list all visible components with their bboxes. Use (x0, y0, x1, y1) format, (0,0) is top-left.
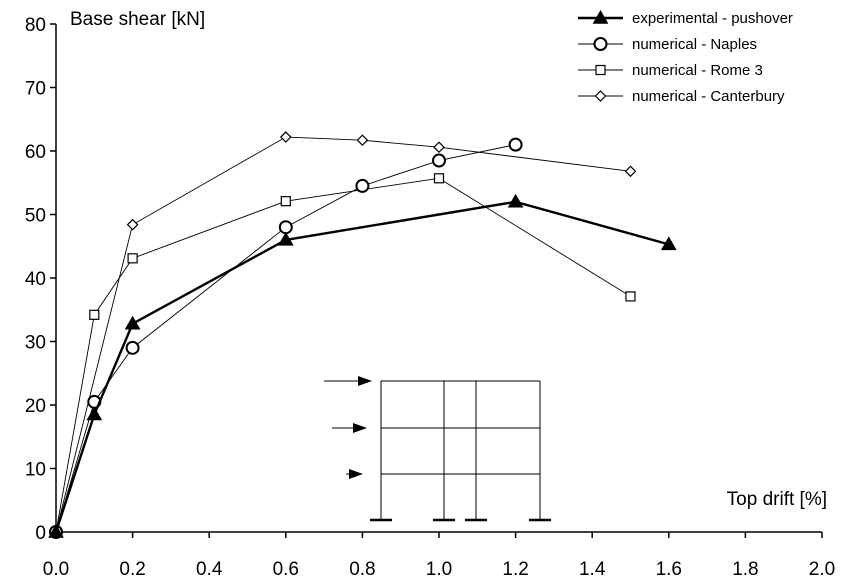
x-tick-label: 1.2 (502, 559, 528, 580)
y-tick-label: 60 (25, 142, 46, 163)
data-point-square (625, 291, 636, 302)
frame-inset (324, 376, 551, 522)
data-point-circle (278, 220, 293, 235)
data-point-diamond (356, 134, 369, 147)
data-point-circle (508, 137, 523, 152)
x-tick-label: 0.4 (196, 559, 223, 580)
data-point-triangle (86, 406, 103, 421)
data-point-square (89, 309, 100, 320)
legend-item: numerical - Rome 3 (578, 62, 763, 79)
legend-item: experimental - pushover (578, 9, 793, 27)
y-axis-label: Base shear [kN] (70, 9, 205, 30)
x-tick-label: 0.2 (119, 559, 145, 580)
series-line (55, 136, 631, 533)
data-point-triangle (592, 9, 609, 24)
series-numerical-rome-3 (50, 173, 636, 538)
x-tick-label: 0.0 (43, 559, 69, 580)
data-point-circle (355, 178, 370, 193)
data-point-square (433, 173, 445, 184)
y-tick-label: 20 (25, 396, 46, 417)
legend: experimental - pushover numerical - Naple… (578, 9, 793, 105)
legend-item: numerical - Canterbury (578, 88, 785, 105)
data-point-circle (593, 37, 608, 51)
y-tick-label: 80 (25, 15, 46, 36)
x-axis-label: Top drift [%] (727, 489, 827, 510)
series-line (55, 177, 631, 533)
data-point-triangle (277, 231, 294, 246)
y-tick-label: 40 (25, 269, 46, 290)
series-line (54, 200, 670, 533)
x-tick-label: 0.8 (349, 559, 375, 580)
data-point-triangle (124, 315, 141, 330)
data-point-circle (432, 153, 446, 168)
legend-label: numerical - Canterbury (632, 88, 785, 105)
legend-item: numerical - Naples (578, 36, 757, 53)
load-arrow-roof (324, 376, 372, 386)
x-tick-label: 1.8 (732, 559, 758, 580)
y-tick-label: 50 (25, 206, 46, 227)
y-tick-label: 0 (35, 523, 46, 544)
x-tick-label: 1.4 (579, 559, 606, 580)
series-experimental-pushover (48, 193, 677, 538)
y-ticks: 0 10 20 30 40 50 60 70 80 (25, 15, 56, 544)
x-tick-label: 2.0 (809, 559, 835, 580)
legend-label: numerical - Naples (632, 36, 757, 53)
series-layer (48, 131, 677, 539)
data-point-triangle (507, 193, 524, 208)
y-tick-label: 70 (25, 79, 46, 100)
axes: 0.0 0.2 0.4 0.6 0.8 1.0 1.2 1.4 1.6 1.8 2.0 0 10 20 3… (25, 15, 835, 580)
data-point-square (595, 64, 606, 76)
data-point-diamond (624, 165, 637, 178)
legend-label: numerical - Rome 3 (632, 62, 763, 79)
x-ticks: 0.0 0.2 0.4 0.6 0.8 1.0 1.2 1.4 1.6 1.8 2.0 (43, 532, 835, 580)
data-point-circle (125, 340, 140, 355)
data-point-triangle (48, 523, 64, 538)
x-tick-label: 0.6 (273, 559, 299, 580)
y-tick-label: 10 (25, 460, 46, 481)
data-point-diamond (126, 218, 139, 231)
data-point-diamond (279, 131, 292, 143)
data-point-diamond (433, 141, 445, 154)
load-arrow-2 (332, 423, 367, 433)
load-arrow-1 (346, 469, 363, 479)
data-point-diamond (594, 90, 607, 102)
data-point-square (280, 196, 291, 207)
y-tick-label: 30 (25, 333, 46, 354)
legend-label: experimental - pushover (632, 10, 793, 27)
x-tick-label: 1.6 (656, 559, 682, 580)
data-point-square (127, 253, 138, 264)
data-point-triangle (660, 236, 677, 251)
x-tick-label: 1.0 (426, 559, 452, 580)
